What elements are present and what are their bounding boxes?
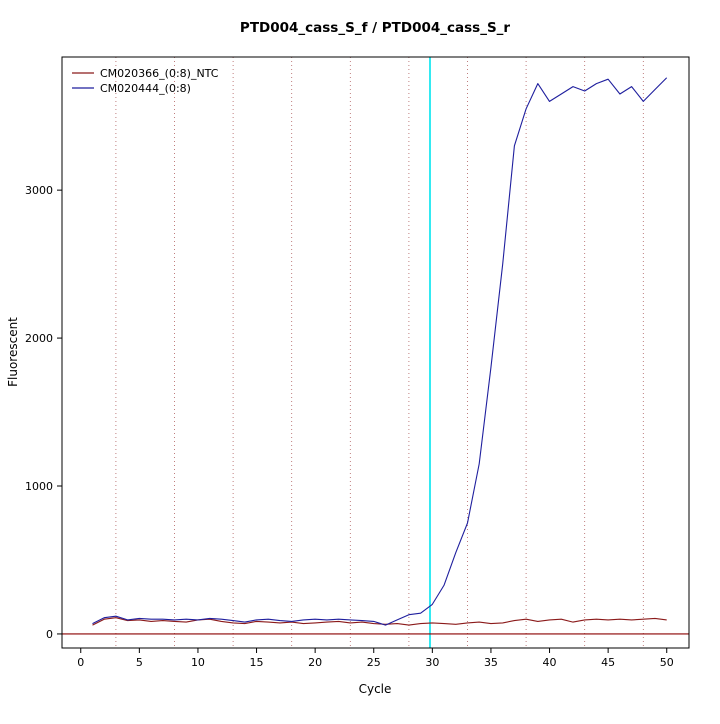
x-tick-label: 40 [543, 656, 557, 669]
x-tick-label: 5 [136, 656, 143, 669]
x-axis-label: Cycle [359, 682, 392, 696]
series-layer [92, 77, 668, 626]
y-tick-label: 1000 [25, 480, 53, 493]
x-tick-label: 20 [308, 656, 322, 669]
series-line-CM020444_(0:8) [92, 77, 668, 626]
y-tick-label: 3000 [25, 184, 53, 197]
x-tick-label: 50 [660, 656, 674, 669]
grid-layer [115, 57, 644, 648]
x-tick-label: 0 [77, 656, 84, 669]
series-line-CM020366_(0:8)_NTC [92, 617, 667, 626]
legend-label-sample: CM020444_(0:8) [100, 82, 191, 95]
x-tick-label: 30 [425, 656, 439, 669]
x-tick-label: 45 [601, 656, 615, 669]
y-tick-label: 0 [46, 628, 53, 641]
legend-label-ntc: CM020366_(0:8)_NTC [100, 67, 219, 80]
x-tick-label: 15 [250, 656, 264, 669]
x-tick-label: 25 [367, 656, 381, 669]
y-tick-label: 2000 [25, 332, 53, 345]
axis-layer: 0 5 10 15 20 25 30 35 40 45 50 0 1000 2000 3000 [25, 184, 674, 669]
x-tick-label: 10 [191, 656, 205, 669]
x-tick-label: 35 [484, 656, 498, 669]
plot-border [61, 56, 690, 649]
chart-title: PTD004_cass_S_f / PTD004_cass_S_r [240, 20, 510, 36]
y-axis-label: Fluorescent [6, 317, 20, 387]
legend: CM020366_(0:8)_NTC CM020444_(0:8) [72, 67, 219, 95]
